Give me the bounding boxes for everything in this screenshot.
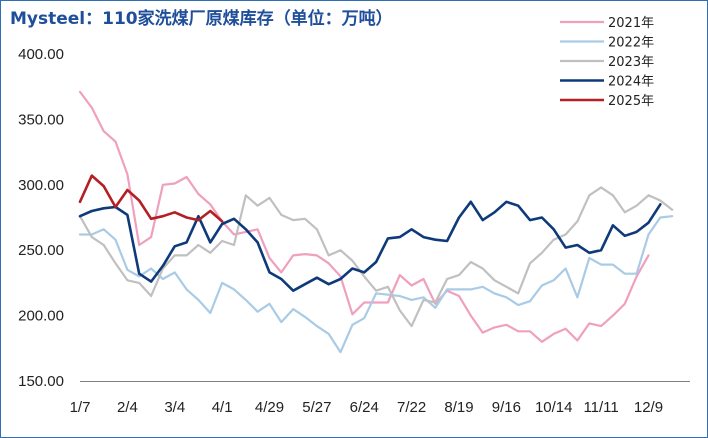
y-tick-labels: 150.00 200.00 250.00 300.00 350.00 400.00 <box>18 46 64 390</box>
x-tick-label: 2/4 <box>117 399 138 416</box>
x-tick-label: 4/29 <box>255 399 284 416</box>
legend-label: 2024年 <box>608 75 654 90</box>
series-lines <box>78 90 674 354</box>
series-line-2024 <box>78 200 662 293</box>
chart-title: Mysteel：110家洗煤厂原煤库存（单位：万吨） <box>10 8 393 29</box>
legend-label: 2023年 <box>608 55 654 70</box>
series-line-2025 <box>78 174 224 223</box>
x-tick-label: 8/19 <box>444 399 473 416</box>
x-tick-label: 3/4 <box>164 399 185 416</box>
series-line-2021 <box>78 90 650 343</box>
x-tick-label: 5/27 <box>302 399 331 416</box>
legend-item: 2024年 <box>560 75 654 90</box>
x-tick-label: 10/14 <box>535 399 573 416</box>
series-line-2022 <box>78 215 674 354</box>
x-tick-label: 9/16 <box>492 399 521 416</box>
legend-item: 2025年 <box>560 94 654 109</box>
legend-label: 2021年 <box>608 16 654 31</box>
y-tick-label: 200.00 <box>18 308 64 325</box>
x-tick-label: 6/24 <box>350 399 379 416</box>
x-tick-labels: 1/7 2/4 3/4 4/1 4/29 5/27 6/24 7/22 8/19 9/16 10/1… <box>70 399 664 416</box>
y-tick-label: 150.00 <box>18 373 64 390</box>
y-tick-label: 300.00 <box>18 177 64 194</box>
legend-label: 2025年 <box>608 94 654 109</box>
legend: 2021年 2022年 2023年 2024年 2025年 <box>560 16 654 109</box>
x-tick-label: 4/1 <box>212 399 233 416</box>
x-tick-label: 1/7 <box>70 399 91 416</box>
x-tick-label: 7/22 <box>397 399 426 416</box>
legend-item: 2021年 <box>560 16 654 31</box>
y-tick-label: 350.00 <box>18 111 64 128</box>
series-line-2023 <box>78 186 674 328</box>
legend-item: 2022年 <box>560 36 654 51</box>
x-tick-label: 11/11 <box>583 399 618 416</box>
legend-item: 2023年 <box>560 55 654 70</box>
legend-label: 2022年 <box>608 36 654 51</box>
y-tick-label: 250.00 <box>18 242 64 259</box>
y-tick-label: 400.00 <box>18 46 64 63</box>
x-tick-label: 12/9 <box>634 399 663 416</box>
